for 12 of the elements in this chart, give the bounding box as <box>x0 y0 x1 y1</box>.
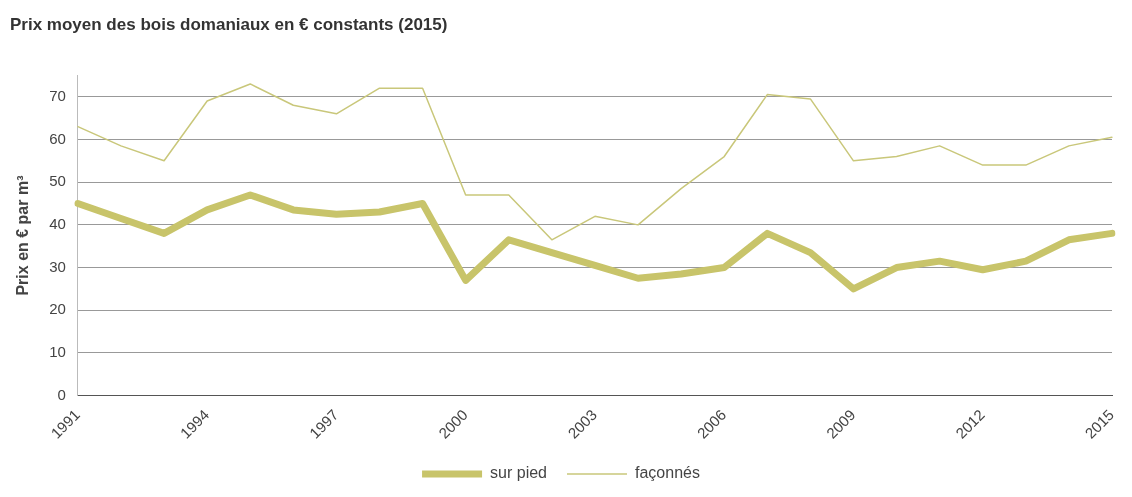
y-tick-label: 0 <box>57 385 66 403</box>
y-tick-label: 20 <box>49 300 66 318</box>
legend-label: façonnés <box>634 464 700 482</box>
y-tick-label: 60 <box>49 129 66 147</box>
y-tick-label: 50 <box>49 172 66 190</box>
y-tick-label: 70 <box>49 86 66 104</box>
chart-title: Prix moyen des bois domaniaux en € constants (2015) <box>10 14 448 34</box>
y-tick-label: 40 <box>49 215 66 232</box>
legend-label: sur pied <box>490 464 547 482</box>
y-axis-title: Prix en € par m³ <box>14 175 32 296</box>
y-tick-label: 10 <box>49 343 66 361</box>
y-tick-label: 30 <box>49 257 66 275</box>
